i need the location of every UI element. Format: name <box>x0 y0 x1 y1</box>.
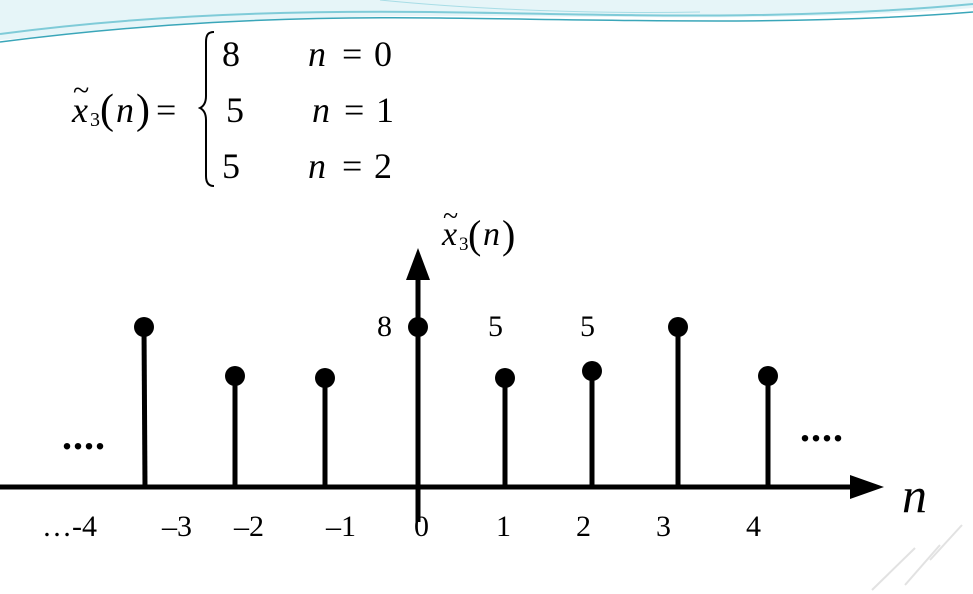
left-ellipsis: .... <box>62 413 106 458</box>
y-label-arg: n <box>483 216 500 253</box>
y-label-close-paren: ) <box>502 212 516 257</box>
tick-label: 1 <box>496 510 511 543</box>
stem-dot <box>315 368 335 388</box>
tick-label: –3 <box>162 510 192 543</box>
stem-dot <box>408 317 428 337</box>
y-label-symbol: x <box>442 216 458 253</box>
tick-label: –2 <box>234 510 264 543</box>
right-ellipsis: .... <box>800 405 844 450</box>
x-axis-arrow <box>850 475 884 499</box>
y-label-subscript: 3 <box>459 234 469 255</box>
stem-dot <box>134 317 154 337</box>
lhs-tilde: ~ <box>73 74 90 107</box>
case-n: 0 <box>374 34 392 74</box>
y-label-open-paren: ( <box>468 212 482 257</box>
lhs-arg: n <box>116 90 134 130</box>
y-label-tilde: ~ <box>443 201 459 232</box>
tick-label: 0 <box>414 510 429 543</box>
case-value: 5 <box>222 146 240 186</box>
stem-line <box>141 326 148 488</box>
tick-label: 2 <box>576 510 591 543</box>
lhs-subscript: 3 <box>90 109 100 131</box>
case-eq: = <box>342 146 363 186</box>
stems <box>134 317 778 488</box>
case-var: n <box>312 90 330 130</box>
stem-dot <box>668 317 688 337</box>
lhs-close-paren: ) <box>136 87 150 133</box>
watermark <box>871 524 963 591</box>
tick-label: –1 <box>326 510 356 543</box>
stem-dot <box>495 368 515 388</box>
lhs-symbol: x <box>72 90 88 130</box>
stem-dot <box>758 366 778 386</box>
stem-dot <box>225 366 245 386</box>
axes <box>0 248 884 522</box>
case-value: 8 <box>222 34 240 74</box>
y-axis-arrow <box>406 248 430 280</box>
y-axis-label: x ~ 3 ( n ) <box>440 203 540 262</box>
value-label: 5 <box>488 310 503 343</box>
case-var: n <box>308 34 326 74</box>
case-n: 1 <box>376 90 394 130</box>
case-value: 5 <box>226 90 244 130</box>
case-eq: = <box>344 90 365 130</box>
case-n: 2 <box>374 146 392 186</box>
tick-label: 4 <box>746 510 761 543</box>
tick-label: 3 <box>656 510 671 543</box>
case-eq: = <box>342 34 363 74</box>
x-axis-label: n <box>902 467 927 523</box>
cases-brace <box>198 31 215 187</box>
header-wave <box>0 0 973 43</box>
case-var: n <box>308 146 326 186</box>
lhs-equals: = <box>156 90 177 130</box>
stem-dot <box>582 361 602 381</box>
value-label: 5 <box>580 310 595 343</box>
formula: x ~ 3 ( n ) = 8 n = 0 5 n = 1 5 n = 2 <box>70 30 430 190</box>
value-label: 8 <box>377 310 392 343</box>
tick-label: …-4 <box>42 510 97 543</box>
lhs-open-paren: ( <box>100 87 114 133</box>
